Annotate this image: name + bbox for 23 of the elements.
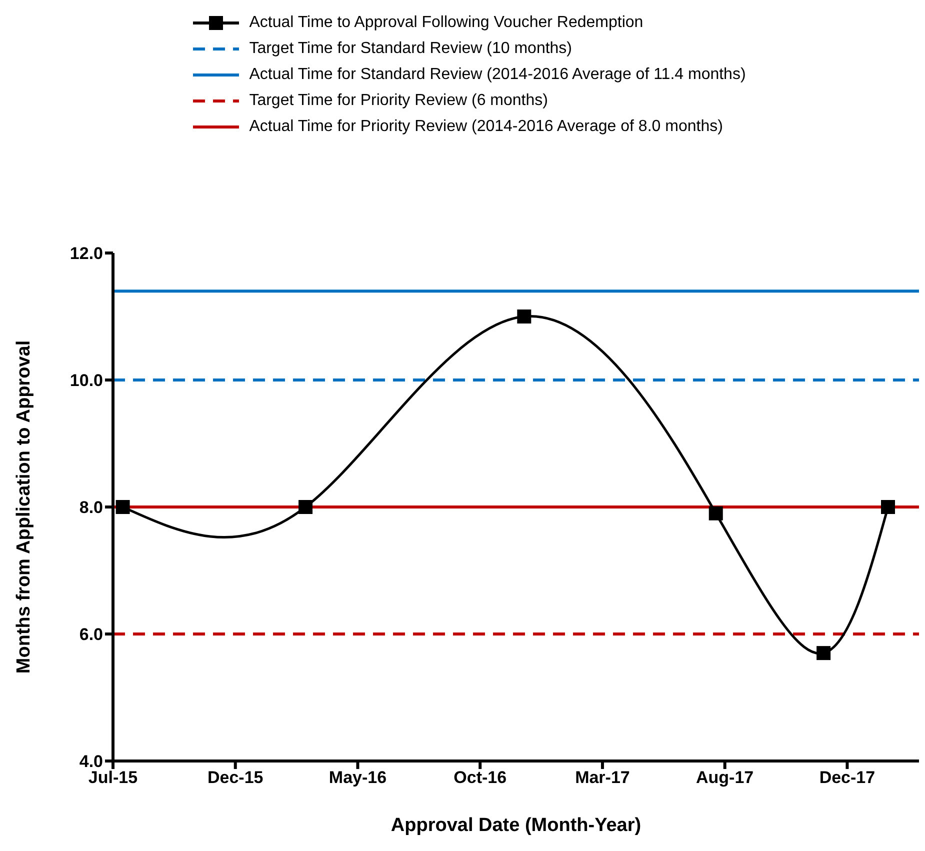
legend-label: Target Time for Standard Review (10 months) [249, 40, 572, 58]
legend-label: Actual Time for Standard Review (2014-2016 Average of 11.4 months) [249, 66, 746, 84]
x-tick-label: Dec-17 [819, 768, 876, 788]
point [816, 646, 831, 660]
legend-label: Actual Time for Priority Review (2014-2016 Average of 8.0 months) [249, 118, 723, 136]
legend-label: Actual Time to Approval Following Voucher Redemption [249, 14, 644, 32]
x-tick-label: Mar-17 [575, 768, 630, 788]
x-axis-title: Approval Date (Month-Year) [390, 815, 642, 836]
point [708, 506, 723, 520]
x-tick-label: Aug-17 [696, 768, 754, 788]
legend-label: Target Time for Priority Review (6 months) [249, 92, 548, 110]
y-axis-title: Months from Application to Approval [14, 340, 35, 674]
y-tick-label: 10.0 [70, 371, 103, 390]
y-tick-label: 12.0 [70, 244, 103, 264]
point [517, 310, 532, 324]
point [116, 500, 130, 514]
point [881, 500, 895, 514]
y-tick-label: 6.0 [79, 625, 103, 644]
x-tick-label: Oct-16 [454, 768, 507, 788]
point [298, 500, 313, 514]
x-tick-label: May-16 [328, 768, 387, 788]
y-tick-label: 8.0 [79, 498, 103, 518]
x-tick-label: Dec-15 [207, 768, 264, 788]
